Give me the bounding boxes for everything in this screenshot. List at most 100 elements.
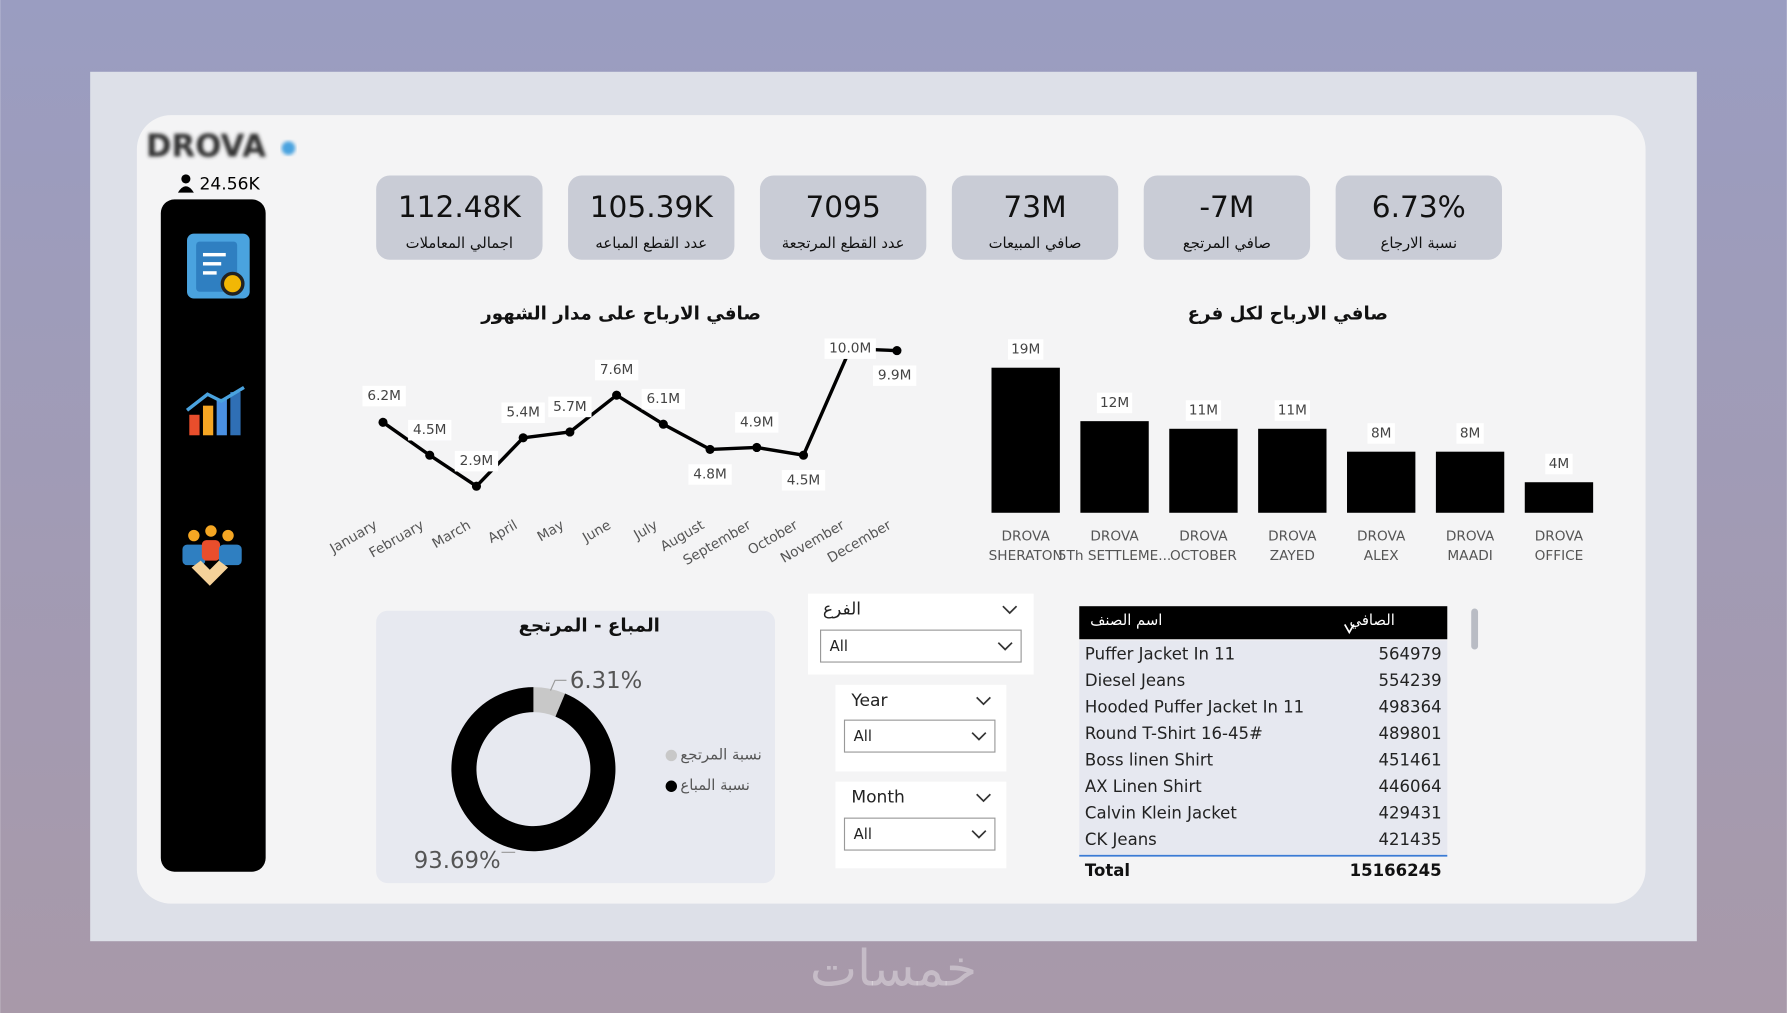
- chart-title: المباع - المرتجع: [519, 616, 660, 637]
- kpi-card: [1143, 175, 1311, 260]
- line-point: [798, 450, 809, 460]
- bar: [991, 367, 1060, 513]
- data-label: 4.5M: [413, 422, 447, 438]
- report-icon[interactable]: [187, 233, 250, 299]
- bar: [1080, 421, 1149, 513]
- table-cell: Hooded Puffer Jacket In 11: [1085, 698, 1304, 717]
- data-label-box: [1096, 392, 1133, 414]
- table-cell: 564979: [1379, 645, 1442, 664]
- data-label-box: [1545, 453, 1573, 475]
- data-label-box: [1456, 423, 1484, 444]
- data-label-box: [454, 450, 499, 472]
- table-column-header: الصافي: [1349, 612, 1394, 629]
- sort-arrow[interactable]: [1343, 624, 1355, 635]
- kpi-value: 73M: [1003, 190, 1066, 224]
- table-cell: AX Linen Shirt: [1085, 777, 1202, 796]
- table-cell: Puffer Jacket In 11: [1085, 645, 1235, 664]
- slicer-chevron: [976, 793, 991, 803]
- slicer-chevron: [997, 642, 1013, 651]
- line-point: [425, 450, 435, 460]
- x-tick-label: DROVA OFFICE: [1535, 529, 1584, 564]
- kpi-card: [1335, 175, 1502, 260]
- user-icon: [177, 186, 194, 193]
- line-point: [892, 346, 902, 356]
- data-label: 5.7M: [553, 399, 587, 415]
- line-point: [658, 419, 668, 429]
- kpi-card: [759, 175, 927, 260]
- x-tick-label: DROVA SHERATON: [989, 529, 1063, 564]
- legend-label: نسبة المباع: [680, 777, 749, 794]
- data-label: 4.5M: [787, 472, 821, 488]
- legend-label: نسبة المرتجع: [680, 746, 761, 763]
- logo: DROVA: [146, 129, 266, 165]
- table-cell: 429431: [1379, 803, 1442, 822]
- line-point: [565, 427, 575, 437]
- slicer-dropdown[interactable]: [843, 719, 996, 753]
- slicer-value: All: [854, 826, 872, 843]
- data-label-box: [1008, 339, 1044, 360]
- data-label-box: [688, 464, 732, 485]
- data-label: 19M: [1011, 341, 1040, 357]
- table-column-header: اسم الصنف: [1090, 612, 1162, 629]
- data-label-box: [408, 419, 452, 441]
- x-tick-label: DROVA 5Th SETTLEME...: [1058, 529, 1171, 564]
- kpi-card: [376, 175, 543, 260]
- line: [382, 346, 897, 488]
- slicer-chevron: [976, 696, 991, 706]
- data-label: 10.0M: [829, 341, 871, 357]
- data-label: 4.8M: [693, 466, 727, 482]
- table-cell: 451461: [1379, 750, 1442, 769]
- kpi-label: صافي المبيعات: [989, 235, 1082, 252]
- data-label: 11M: [1189, 403, 1218, 419]
- kpi-label: اجمالي المعاملات: [406, 235, 513, 252]
- user-count: 24.56K: [200, 175, 261, 195]
- kpi-label: عدد القطع المرتجعة: [782, 235, 905, 252]
- data-label-box: [872, 365, 917, 386]
- slicer-label: الفرع: [823, 600, 861, 620]
- x-tick-label: DROVA MAADI: [1446, 529, 1495, 564]
- table-header: [1079, 606, 1448, 640]
- kpi-value: 105.39K: [590, 190, 715, 224]
- bar: [1258, 428, 1327, 513]
- slicer-dropdown[interactable]: [820, 629, 1022, 663]
- slicer-dropdown[interactable]: [843, 817, 996, 851]
- data-label: 8M: [1460, 425, 1480, 441]
- kpi-value: 112.48K: [398, 190, 523, 224]
- kpi-value: -7M: [1199, 190, 1254, 224]
- table-cell: 421435: [1379, 830, 1442, 849]
- bar: [1169, 428, 1238, 513]
- data-label: 6.1M: [647, 391, 681, 407]
- x-tick-label: DROVA ALEX: [1357, 529, 1406, 564]
- kpi-card: [951, 175, 1119, 260]
- data-label-box: [824, 338, 876, 359]
- table-cell: 446064: [1379, 777, 1442, 796]
- table-total-value: 15166245: [1350, 861, 1442, 880]
- x-tick-label: DROVA OCTOBER: [1170, 529, 1237, 564]
- logo-dot: [281, 141, 296, 155]
- data-label-box: [735, 412, 779, 433]
- table-cell: CK Jeans: [1085, 830, 1157, 849]
- data-label-box: [548, 396, 592, 418]
- table-cell: Boss linen Shirt: [1085, 750, 1214, 769]
- x-tick-label: DROVA ZAYED: [1268, 529, 1317, 564]
- slicer-value: All: [854, 728, 872, 745]
- slicer-value: All: [830, 638, 848, 655]
- slicer-chevron: [1002, 605, 1018, 615]
- legend-marker: [665, 780, 677, 792]
- data-label: 93.69%: [414, 848, 501, 874]
- team-icon[interactable]: [182, 525, 242, 586]
- legend-marker: [665, 749, 677, 762]
- line-point: [612, 390, 622, 400]
- data-label-box: [641, 388, 685, 410]
- chart-icon[interactable]: [185, 385, 245, 436]
- donut-slice: [451, 687, 616, 852]
- kpi-label: نسبة الارجاع: [1380, 235, 1457, 252]
- kpi-value: 7095: [805, 190, 880, 224]
- table-cell: Round T-Shirt 16-45#: [1085, 724, 1263, 743]
- data-label: 9.9M: [878, 368, 912, 384]
- kpi-value: 6.73%: [1372, 190, 1466, 224]
- data-label: 6.31%: [570, 668, 642, 694]
- scrollbar[interactable]: [1471, 608, 1479, 650]
- line-point: [752, 442, 762, 453]
